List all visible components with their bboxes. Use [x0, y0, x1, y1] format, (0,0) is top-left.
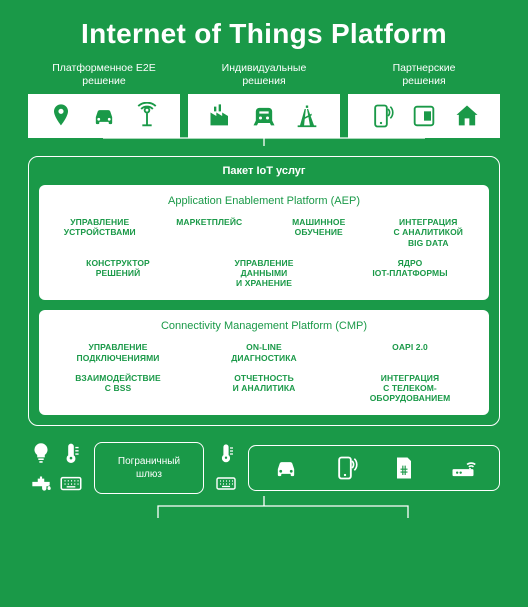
feature: ИНТЕГРАЦИЯС ТЕЛЕКОМ-ОБОРУДОВАНИЕМ	[339, 373, 481, 404]
oil-icon	[293, 102, 321, 130]
feature: КОНСТРУКТОРРЕШЕНИЙ	[47, 258, 189, 289]
keyboard-icon	[214, 471, 238, 495]
feature-row: КОНСТРУКТОРРЕШЕНИЙ УПРАВЛЕНИЕДАННЫМИИ ХР…	[47, 258, 481, 289]
phone-icon	[367, 102, 395, 130]
solution-label: Партнерскиерешения	[393, 62, 456, 88]
mid-icons	[214, 441, 238, 495]
device-box	[248, 445, 500, 491]
antenna-icon	[133, 102, 161, 130]
router-icon	[449, 454, 477, 482]
car-icon	[272, 454, 300, 482]
platform-title: Application Enablement Platform (AEP)	[47, 195, 481, 207]
bottom-row: Пограничныйшлюз	[0, 440, 528, 496]
solution-col-individual: Индивидуальныерешения	[188, 62, 340, 138]
icon-strip	[28, 94, 180, 138]
solutions-row: Платформенное E2Eрешение Индивидуальныер…	[0, 62, 528, 144]
icon-strip	[188, 94, 340, 138]
bulb-icon	[28, 440, 54, 466]
sim-icon	[390, 454, 418, 482]
feature: ОТЧЕТНОСТЬИ АНАЛИТИКА	[193, 373, 335, 404]
feature-row: УПРАВЛЕНИЕУСТРОЙСТВАМИ МАРКЕТПЛЕЙС МАШИН…	[47, 217, 481, 248]
sensor-icons	[28, 440, 84, 496]
pin-icon	[47, 102, 75, 130]
solution-label: Индивидуальныерешения	[222, 62, 307, 88]
feature: ЯДРОIOT-ПЛАТФОРМЫ	[339, 258, 481, 289]
solution-col-partner: Партнерскиерешения	[348, 62, 500, 138]
feature: УПРАВЛЕНИЕУСТРОЙСТВАМИ	[47, 217, 153, 248]
gateway-box: Пограничныйшлюз	[94, 442, 204, 494]
feature-row: ВЗАИМОДЕЙСТВИЕС BSS ОТЧЕТНОСТЬИ АНАЛИТИК…	[47, 373, 481, 404]
platform-title: Connectivity Management Platform (CMP)	[47, 320, 481, 332]
feature: УПРАВЛЕНИЕДАННЫМИИ ХРАНЕНИЕ	[193, 258, 335, 289]
feature: ИНТЕГРАЦИЯС АНАЛИТИКОЙBIG DATA	[376, 217, 482, 248]
connector-lines-bottom	[28, 496, 500, 518]
feature: OAPI 2.0	[339, 342, 481, 362]
thermo-icon	[58, 440, 84, 466]
feature-row: УПРАВЛЕНИЕПОДКЛЮЧЕНИЯМИ ON-LINEДИАГНОСТИ…	[47, 342, 481, 362]
tap-icon	[28, 470, 54, 496]
train-icon	[250, 102, 278, 130]
feature: ON-LINEДИАГНОСТИКА	[193, 342, 335, 362]
feature: МАШИННОЕОБУЧЕНИЕ	[266, 217, 372, 248]
feature: УПРАВЛЕНИЕПОДКЛЮЧЕНИЯМИ	[47, 342, 189, 362]
iot-package-title: Пакет IoT услуг	[39, 165, 489, 177]
house-icon	[453, 102, 481, 130]
car-icon	[90, 102, 118, 130]
feature: МАРКЕТПЛЕЙС	[157, 217, 263, 248]
main-title: Internet of Things Platform	[0, 0, 528, 62]
feature: ВЗАИМОДЕЙСТВИЕС BSS	[47, 373, 189, 404]
iot-package: Пакет IoT услуг Application Enablement P…	[28, 156, 500, 426]
solution-col-e2e: Платформенное E2Eрешение	[28, 62, 180, 138]
aep-platform: Application Enablement Platform (AEP) УП…	[39, 185, 489, 300]
thermo-icon	[214, 441, 238, 465]
factory-icon	[207, 102, 235, 130]
phone-icon	[331, 454, 359, 482]
keyboard-icon	[58, 470, 84, 496]
cmp-platform: Connectivity Management Platform (CMP) У…	[39, 310, 489, 415]
card-icon	[410, 102, 438, 130]
solution-label: Платформенное E2Eрешение	[52, 62, 156, 88]
icon-strip	[348, 94, 500, 138]
